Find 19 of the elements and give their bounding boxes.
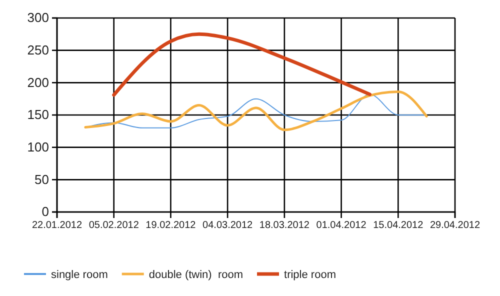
y-tick-label: 250 <box>27 42 49 58</box>
x-tick-label: 22.01.2012 <box>32 220 82 232</box>
legend-label: double (twin) room <box>148 268 244 281</box>
legend-label: triple room <box>284 268 336 281</box>
x-tick-label: 01.04.2012 <box>316 220 367 232</box>
line-series <box>112 32 372 97</box>
y-tick-label: 50 <box>34 172 49 187</box>
y-tick-label: 100 <box>27 139 49 154</box>
x-tick-label: 15.04.2012 <box>373 220 424 232</box>
x-tick-label: 04.03.2012 <box>202 220 254 232</box>
y-tick-label: 300 <box>27 10 49 26</box>
x-tick-label: 18.03.2012 <box>259 220 310 232</box>
y-tick-label: 150 <box>27 107 49 122</box>
x-tick-label: 29.04.2012 <box>430 220 480 232</box>
y-tick-label: 0 <box>42 204 49 220</box>
y-tick-label: 200 <box>27 74 49 90</box>
x-tick-label: 19.02.2012 <box>146 220 196 232</box>
legend-label: single room <box>51 268 108 281</box>
x-tick-label: 05.02.2012 <box>88 220 140 232</box>
